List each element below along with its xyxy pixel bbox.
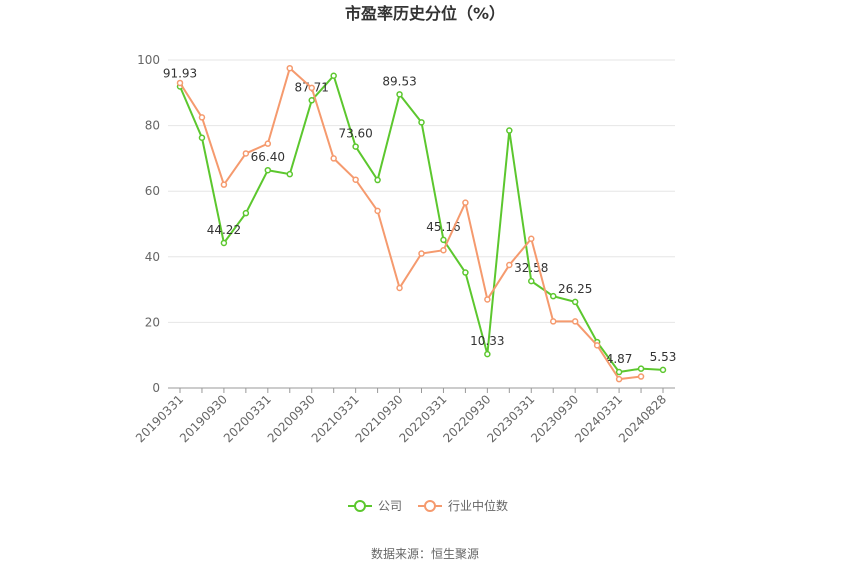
point [440, 236, 447, 244]
point [286, 64, 294, 72]
point [615, 375, 623, 383]
point [264, 140, 272, 147]
value-label: 89.53 [382, 74, 416, 88]
point [484, 350, 491, 358]
point [637, 365, 645, 372]
value-label: 66.40 [251, 150, 285, 164]
point [549, 318, 557, 325]
value-label: 73.60 [338, 127, 372, 141]
point [462, 199, 469, 206]
legend-label: 公司 [378, 499, 402, 513]
point [418, 250, 425, 257]
point [308, 97, 315, 104]
point [484, 296, 491, 303]
point [176, 79, 184, 87]
point [506, 261, 513, 269]
point [374, 176, 381, 184]
value-label: 91.93 [163, 66, 197, 80]
point [462, 269, 469, 276]
point [330, 72, 337, 79]
y-tick-label: 20 [145, 315, 160, 329]
point [593, 342, 601, 349]
point [264, 166, 272, 174]
chart-title: 市盈率历史分位（%） [345, 4, 505, 23]
point [637, 373, 645, 380]
value-label: 44.22 [207, 223, 241, 237]
point [330, 155, 337, 162]
point [549, 292, 557, 300]
point [659, 366, 667, 374]
point [242, 209, 250, 217]
y-tick-label: 0 [152, 381, 160, 395]
point [571, 318, 579, 325]
y-tick-label: 100 [137, 53, 160, 67]
series-line [179, 66, 642, 381]
point [528, 277, 535, 285]
value-label: 10.33 [470, 334, 504, 348]
point [352, 143, 359, 150]
value-label: 26.25 [558, 282, 592, 296]
point [242, 150, 250, 157]
y-tick-label: 80 [145, 119, 160, 133]
value-label: 32.58 [514, 261, 548, 275]
point [286, 170, 294, 178]
y-tick-label: 60 [145, 184, 160, 198]
point [308, 84, 315, 92]
point [220, 239, 228, 247]
point [220, 181, 228, 188]
point [615, 368, 623, 376]
value-label: 4.87 [606, 352, 633, 366]
point [374, 207, 381, 215]
x-tick-label: 20240828 [616, 392, 669, 445]
legend-label: 行业中位数 [448, 498, 508, 513]
point [396, 284, 403, 292]
point [198, 134, 206, 141]
legend-marker [354, 500, 366, 512]
point [440, 246, 447, 254]
value-label: 5.53 [650, 350, 677, 364]
point [528, 235, 535, 243]
point [418, 119, 425, 126]
point [198, 114, 206, 121]
point [396, 91, 403, 98]
y-tick-label: 40 [145, 250, 160, 264]
point [506, 127, 513, 134]
point [352, 176, 359, 183]
point [571, 298, 579, 306]
legend-marker [424, 500, 436, 512]
source: 数据来源：恒生聚源 [371, 546, 479, 561]
